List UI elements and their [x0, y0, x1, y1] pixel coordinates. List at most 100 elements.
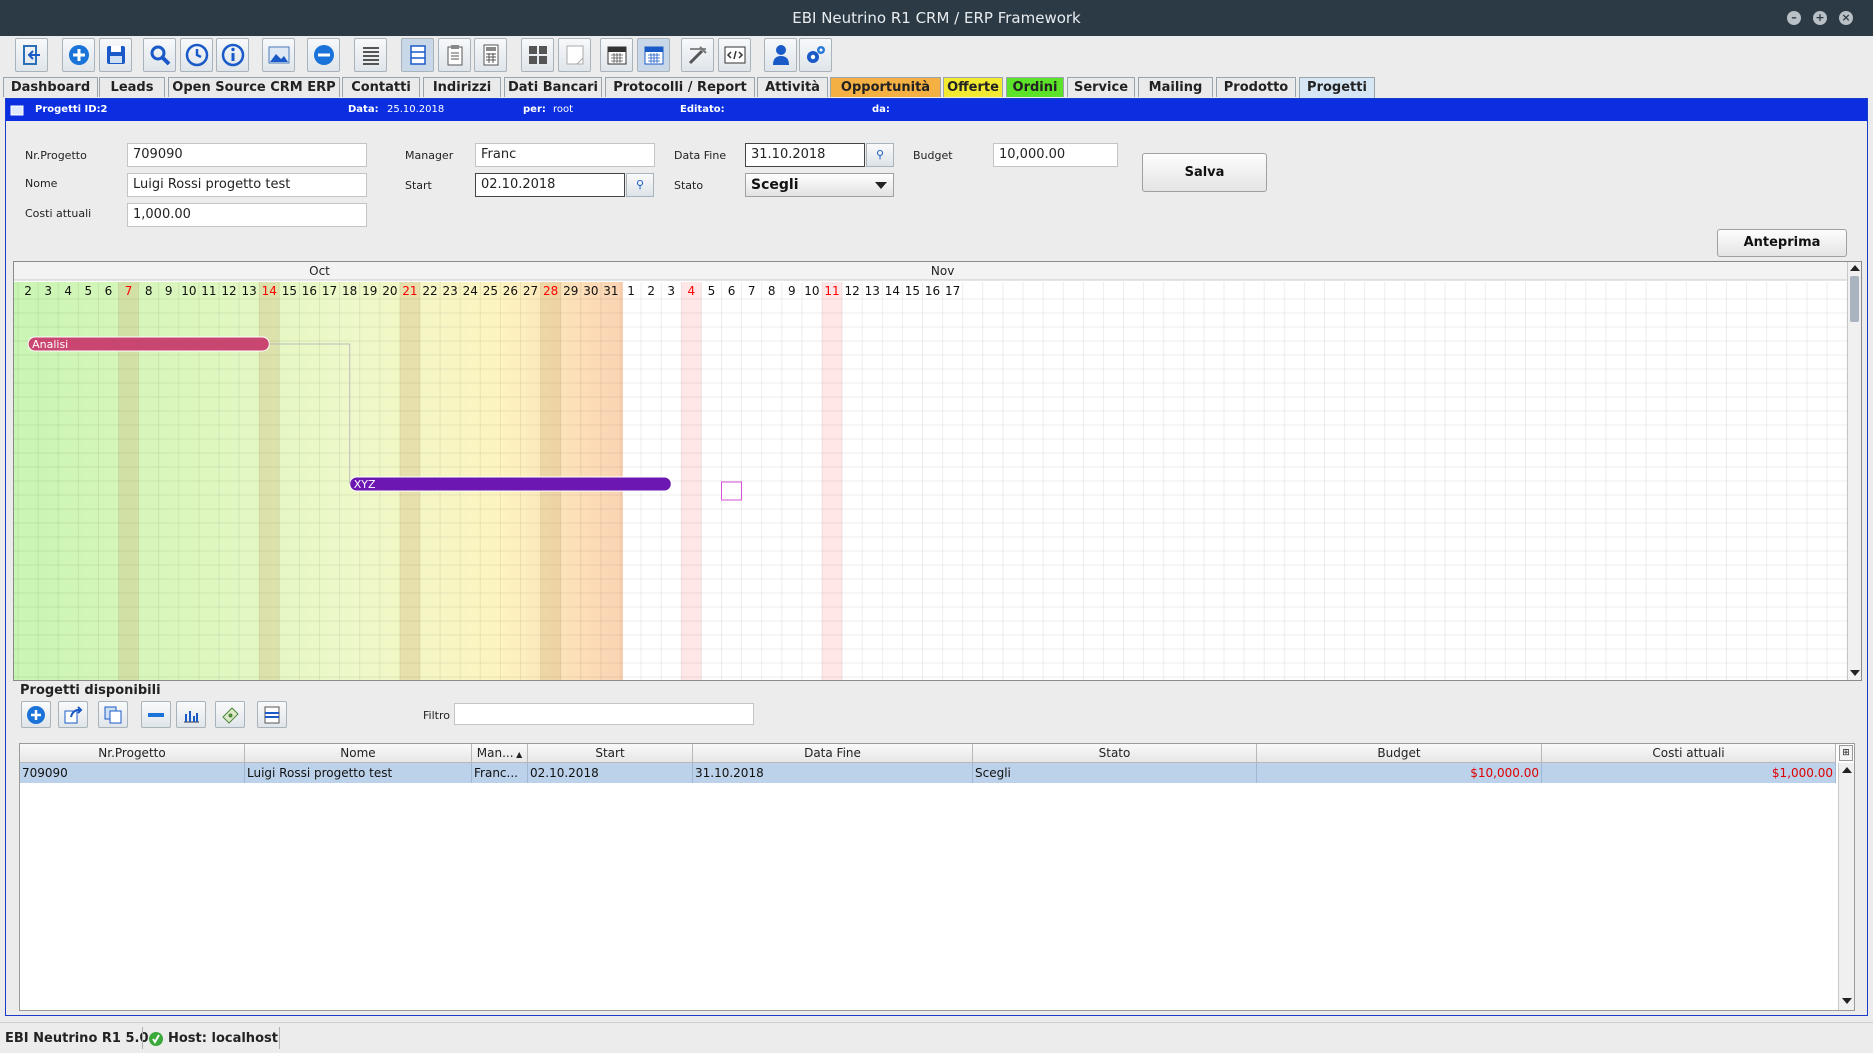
- column-header[interactable]: Start: [528, 744, 693, 763]
- minimize-icon[interactable]: –: [1787, 11, 1801, 25]
- record-id: Progetti ID:2: [35, 104, 108, 115]
- tab-attivit[interactable]: Attività: [757, 77, 828, 97]
- chart-project-button[interactable]: [176, 701, 206, 728]
- code-button[interactable]: [718, 38, 751, 72]
- column-header[interactable]: Data Fine: [693, 744, 973, 763]
- table-scrollbar[interactable]: [1838, 763, 1854, 1010]
- manager-field[interactable]: Franc: [475, 143, 655, 167]
- nome-field[interactable]: Luigi Rossi progetto test: [127, 173, 367, 197]
- anteprima-button[interactable]: Anteprima: [1717, 229, 1847, 257]
- day-label: 19: [362, 284, 377, 298]
- settings-button[interactable]: [799, 38, 832, 72]
- tab-open-source-crm-erp[interactable]: Open Source CRM ERP: [168, 77, 340, 97]
- gantt-task-label: Analisi: [32, 338, 68, 351]
- tab-ordini[interactable]: Ordini: [1006, 77, 1064, 97]
- clipboard-button[interactable]: [438, 38, 471, 72]
- close-icon[interactable]: ×: [1839, 11, 1853, 25]
- column-header[interactable]: Stato: [973, 744, 1257, 763]
- data-fine-picker-button[interactable]: ⚲: [866, 143, 894, 167]
- day-label: 4: [64, 284, 72, 298]
- da-label: da:: [872, 104, 890, 115]
- tab-opportunit[interactable]: Opportunità: [830, 77, 941, 97]
- blank-page-icon: [566, 45, 584, 65]
- start-date-field[interactable]: 02.10.2018: [475, 173, 625, 197]
- scroll-down-icon[interactable]: [1850, 670, 1860, 676]
- start-date-picker-button[interactable]: ⚲: [626, 173, 654, 197]
- search-button[interactable]: [143, 38, 176, 72]
- save-button[interactable]: [99, 38, 132, 72]
- copy-project-button[interactable]: [98, 701, 128, 728]
- tab-protocolli-report[interactable]: Protocolli / Report: [605, 77, 755, 97]
- calculator-button[interactable]: [474, 38, 507, 72]
- calendar-button[interactable]: [600, 38, 633, 72]
- gantt-scroll-thumb[interactable]: [1850, 276, 1859, 322]
- image-button[interactable]: [262, 38, 295, 72]
- pay-project-button[interactable]: [215, 701, 245, 728]
- column-header[interactable]: Man... ▲: [472, 744, 528, 763]
- column-header[interactable]: Nr.Progetto: [20, 744, 245, 763]
- day-label: 7: [748, 284, 756, 298]
- day-label: 17: [945, 284, 960, 298]
- salva-button[interactable]: Salva: [1142, 153, 1267, 192]
- version-label: EBI Neutrino R1 5.0: [5, 1031, 149, 1046]
- column-header[interactable]: Costi attuali: [1542, 744, 1836, 763]
- scroll-up-icon[interactable]: [1850, 265, 1860, 271]
- tab-mailing[interactable]: Mailing: [1138, 77, 1213, 97]
- info-icon: [221, 43, 245, 67]
- history-button[interactable]: [180, 38, 213, 72]
- table-cell: $10,000.00: [1257, 763, 1542, 783]
- stato-select[interactable]: Scegli: [745, 173, 894, 197]
- tab-indirizzi[interactable]: Indirizzi: [423, 77, 501, 97]
- share-project-button[interactable]: [58, 701, 88, 728]
- gantt-scrollbar[interactable]: [1847, 262, 1861, 680]
- logout-button[interactable]: [15, 38, 48, 72]
- table-scroll-up-icon[interactable]: [1842, 767, 1852, 773]
- money-icon: [222, 707, 239, 724]
- remove-project-button[interactable]: [141, 701, 171, 728]
- status-separator: [279, 1027, 280, 1049]
- tab-progetti[interactable]: Progetti: [1299, 77, 1375, 98]
- user-button[interactable]: [764, 38, 797, 72]
- tab-offerte[interactable]: Offerte: [943, 77, 1003, 97]
- info-button[interactable]: [216, 38, 249, 72]
- list-button[interactable]: [354, 38, 387, 72]
- user-icon: [773, 45, 789, 65]
- table-scroll-down-icon[interactable]: [1842, 998, 1852, 1004]
- grid-button[interactable]: [521, 38, 554, 72]
- layout-project-button[interactable]: [257, 701, 287, 728]
- nr-progetto-field[interactable]: 709090: [127, 143, 367, 167]
- rows-button[interactable]: [401, 38, 434, 72]
- gantt-chart[interactable]: Oct Nov 2 3 4 5 6 7 8 9 10 11 12 13 14 15 16 17 18 19 20 21 22…: [13, 261, 1862, 681]
- blank-page-button[interactable]: [558, 38, 591, 72]
- logout-icon: [23, 45, 40, 65]
- remove-button[interactable]: [307, 38, 340, 72]
- remove-icon: [314, 45, 334, 65]
- month-label-oct: Oct: [309, 264, 330, 278]
- filtro-input[interactable]: [454, 703, 754, 725]
- calendar-grid-button[interactable]: [637, 38, 670, 72]
- add-button[interactable]: [62, 38, 95, 72]
- tab-service[interactable]: Service: [1067, 77, 1135, 97]
- tab-dashboard[interactable]: Dashboard: [3, 77, 98, 97]
- table-cell: Scegli: [973, 763, 1257, 783]
- day-label: 12: [845, 284, 860, 298]
- tab-leads[interactable]: Leads: [99, 77, 165, 97]
- tab-contatti[interactable]: Contatti: [342, 77, 420, 97]
- tab-prodotto[interactable]: Prodotto: [1216, 77, 1296, 97]
- costi-attuali-field[interactable]: 1,000.00: [127, 203, 367, 227]
- budget-field[interactable]: 10,000.00: [993, 143, 1118, 167]
- list-icon: [363, 47, 379, 65]
- tools-button[interactable]: [681, 38, 714, 72]
- column-header[interactable]: Budget: [1257, 744, 1542, 763]
- nome-label: Nome: [25, 177, 58, 190]
- maximize-icon[interactable]: +: [1813, 11, 1827, 25]
- table-cell: 02.10.2018: [528, 763, 693, 783]
- column-chooser-icon[interactable]: ⊞: [1839, 745, 1853, 761]
- day-label: 14: [885, 284, 900, 298]
- month-label-nov: Nov: [931, 264, 954, 278]
- tab-dati-bancari[interactable]: Dati Bancari: [504, 77, 602, 97]
- add-project-button[interactable]: [21, 701, 51, 728]
- column-header[interactable]: Nome: [245, 744, 472, 763]
- data-fine-field[interactable]: 31.10.2018: [745, 143, 865, 167]
- data-value: 25.10.2018: [387, 104, 445, 115]
